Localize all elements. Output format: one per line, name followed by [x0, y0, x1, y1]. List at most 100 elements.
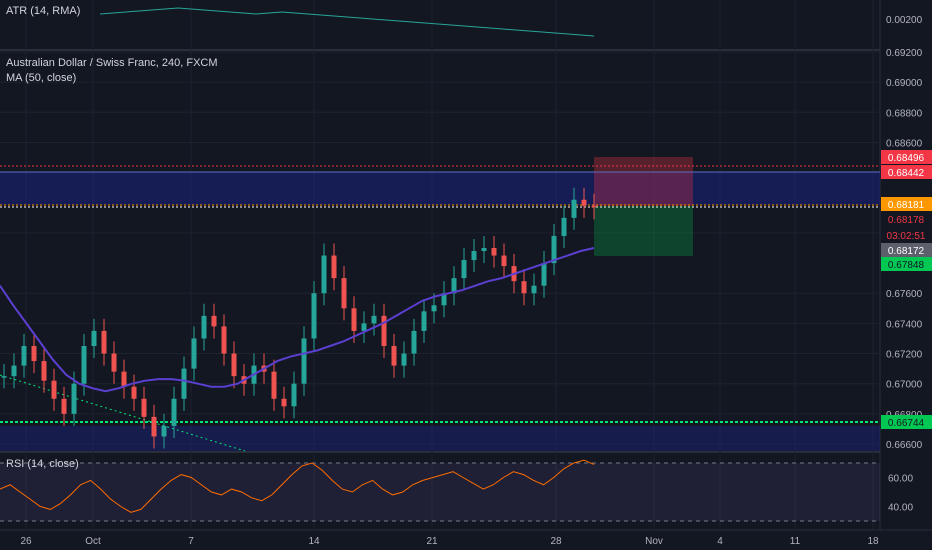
candle-body[interactable] — [1, 376, 7, 378]
candle-body[interactable] — [231, 353, 237, 377]
candle-body[interactable] — [201, 315, 207, 339]
candle-body[interactable] — [461, 260, 467, 279]
ma-line[interactable] — [0, 247, 595, 393]
candle-body[interactable] — [311, 293, 317, 339]
rsi-tick-label: 40.00 — [888, 503, 913, 514]
candle-body[interactable] — [531, 285, 537, 294]
candle-body[interactable] — [41, 361, 47, 381]
price-tag-bg — [881, 415, 932, 429]
support-zone — [0, 426, 880, 451]
candle-body[interactable] — [351, 308, 357, 331]
candle-body[interactable] — [441, 293, 447, 306]
candle-body[interactable] — [71, 383, 77, 414]
candle-body[interactable] — [151, 416, 157, 437]
candle-body[interactable] — [391, 346, 397, 366]
candle-body[interactable] — [61, 398, 67, 414]
price-tag-bg — [881, 197, 932, 211]
take-profit-box[interactable] — [594, 206, 693, 256]
candle-body[interactable] — [131, 386, 137, 399]
candle-body[interactable] — [181, 368, 187, 399]
candle-body[interactable] — [431, 305, 437, 312]
stop-loss-box[interactable] — [594, 157, 693, 206]
time-tick-label: Nov — [645, 536, 663, 547]
candle-body[interactable] — [291, 383, 297, 407]
price-tick-label: 0.69200 — [886, 48, 923, 59]
candle-body[interactable] — [331, 255, 337, 279]
time-tick-label: 28 — [550, 536, 562, 547]
candle-body[interactable] — [481, 248, 487, 252]
time-tick-label: Oct — [85, 536, 101, 547]
price-tick-label: 0.67400 — [886, 319, 923, 330]
rsi-separator[interactable] — [0, 451, 880, 453]
candle-body[interactable] — [421, 311, 427, 331]
candle-body[interactable] — [561, 217, 567, 236]
candles-group[interactable] — [1, 187, 597, 449]
price-tag-bg — [881, 165, 932, 179]
time-tick-label: 4 — [717, 536, 723, 547]
price-tick-label: 0.68600 — [886, 138, 923, 149]
price-tag-label: 0.68442 — [888, 168, 925, 179]
price-tag-bg — [881, 150, 932, 164]
candle-body[interactable] — [221, 326, 227, 354]
rsi-line[interactable] — [0, 459, 595, 513]
candle-body[interactable] — [451, 278, 457, 294]
candle-body[interactable] — [591, 205, 597, 208]
atr-separator[interactable] — [0, 49, 880, 51]
candle-body[interactable] — [81, 346, 87, 384]
candle-body[interactable] — [361, 323, 367, 331]
candle-body[interactable] — [171, 398, 177, 426]
candle-body[interactable] — [141, 398, 147, 417]
time-axis-labels: 26 Oct 7 14 21 28 Nov 4 11 18 — [20, 536, 879, 547]
candle-body[interactable] — [321, 255, 327, 294]
atr-line[interactable] — [99, 7, 595, 37]
candle-body[interactable] — [371, 315, 377, 324]
rsi-tick-label: 60.00 — [888, 474, 913, 485]
rsi-band — [0, 463, 880, 521]
candle-body[interactable] — [411, 330, 417, 354]
candle-body[interactable] — [211, 315, 217, 327]
symbol-legend: Australian Dollar / Swiss Franc, 240, FX… — [6, 57, 218, 69]
time-tick-label: 18 — [867, 536, 879, 547]
ma-legend: MA (50, close) — [6, 72, 77, 84]
time-tick-label: 14 — [308, 536, 320, 547]
price-tag-bg — [881, 243, 932, 257]
price-tag-label: 03:02:51 — [887, 231, 926, 242]
candle-body[interactable] — [401, 353, 407, 366]
atr-legend: ATR (14, RMA) — [6, 5, 81, 17]
candle-body[interactable] — [551, 235, 557, 264]
price-tag-bg — [881, 228, 932, 242]
candle-body[interactable] — [101, 330, 107, 354]
candle-body[interactable] — [491, 248, 497, 256]
candle-body[interactable] — [521, 281, 527, 294]
candle-body[interactable] — [121, 371, 127, 387]
price-tick-label: 0.66600 — [886, 440, 923, 451]
candle-body[interactable] — [31, 346, 37, 362]
rsi-legend: RSI (14, close) — [6, 458, 79, 470]
price-tag-label: 0.68181 — [888, 200, 925, 211]
candle-body[interactable] — [21, 346, 27, 366]
price-tick-label: 0.68800 — [886, 108, 923, 119]
candle-body[interactable] — [111, 353, 117, 372]
candle-body[interactable] — [471, 251, 477, 261]
candle-body[interactable] — [191, 338, 197, 369]
candle-body[interactable] — [271, 371, 277, 399]
grid-lines — [0, 0, 880, 530]
price-tick-label: 0.67600 — [886, 289, 923, 300]
resistance-zone — [0, 172, 880, 205]
candle-body[interactable] — [301, 338, 307, 384]
candle-body[interactable] — [541, 263, 547, 286]
candle-body[interactable] — [381, 315, 387, 346]
candle-body[interactable] — [581, 199, 587, 206]
atr-tick-label: 0.00200 — [886, 15, 923, 26]
candle-body[interactable] — [161, 425, 167, 437]
candle-body[interactable] — [51, 380, 57, 399]
candle-body[interactable] — [281, 398, 287, 407]
price-tag-bg — [881, 257, 932, 271]
candle-body[interactable] — [571, 199, 577, 218]
candle-body[interactable] — [11, 365, 17, 377]
price-tick-label: 0.67000 — [886, 380, 923, 391]
candle-body[interactable] — [341, 278, 347, 309]
candle-body[interactable] — [91, 330, 97, 346]
candle-body[interactable] — [501, 255, 507, 267]
